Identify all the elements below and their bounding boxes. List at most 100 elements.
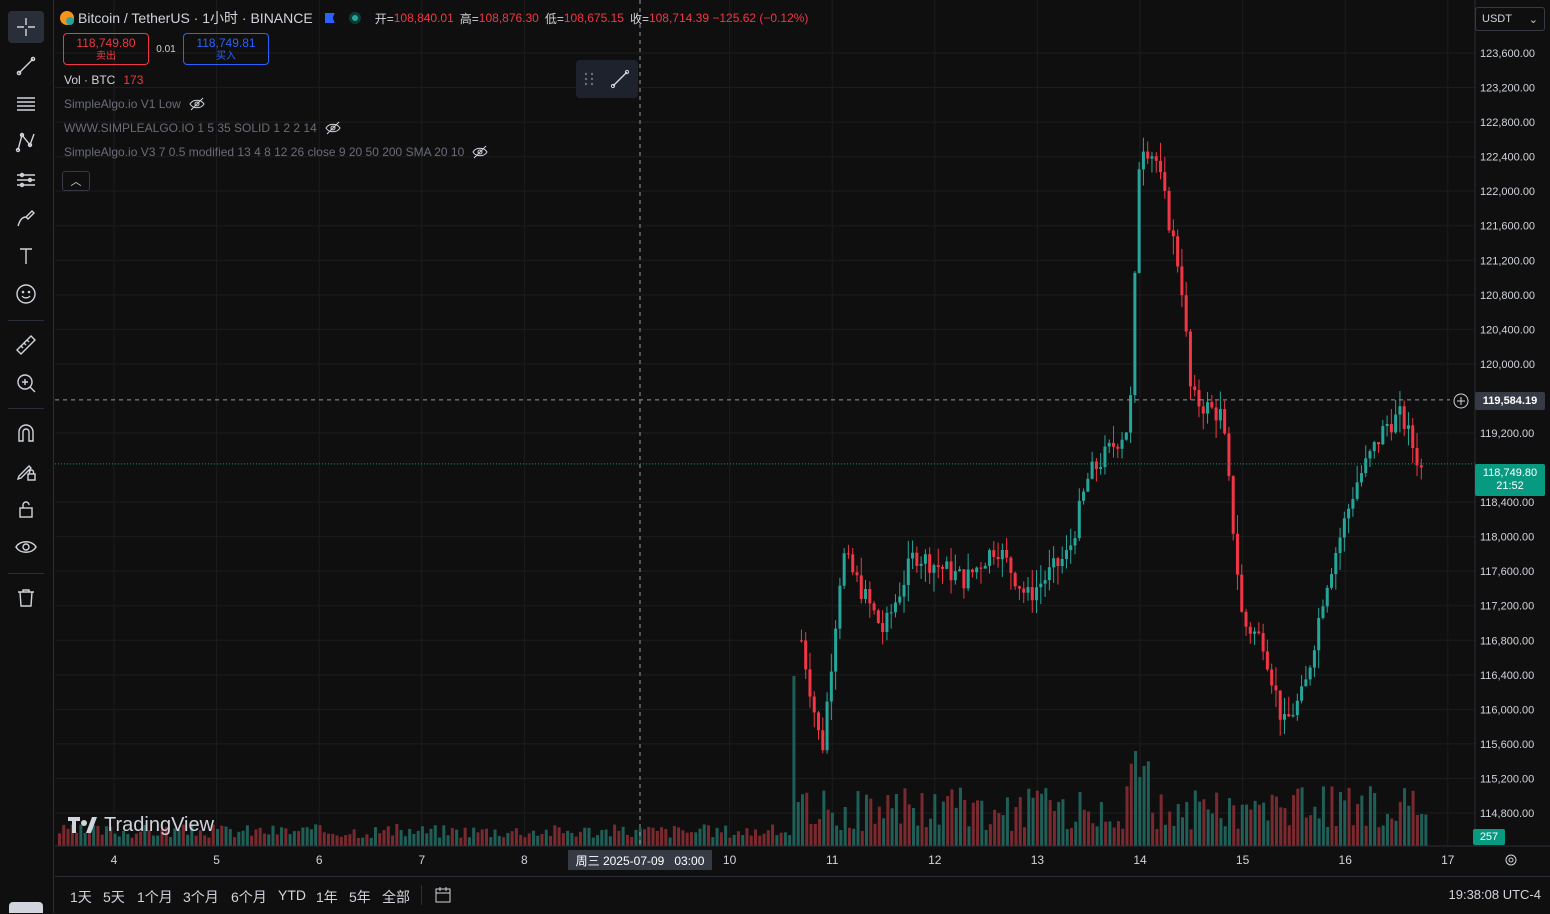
text-icon[interactable] [8, 240, 44, 272]
volume-bar [442, 825, 446, 846]
range-6m[interactable]: 6个月 [231, 889, 267, 905]
candle-body [1094, 461, 1098, 469]
zoom-in-icon[interactable] [8, 367, 44, 399]
range-all[interactable]: 全部 [382, 889, 410, 905]
candle-body [906, 558, 910, 585]
range-3m[interactable]: 3个月 [183, 889, 219, 905]
pattern-icon[interactable] [8, 126, 44, 158]
candle-body [1163, 172, 1167, 191]
time-tick-label: 4 [111, 853, 118, 867]
volume-bar [438, 837, 442, 846]
candle-body [1124, 432, 1128, 440]
chart-area[interactable]: 123,600.00 123,200.00 122,800.00 122,400.00… [55, 0, 1550, 913]
volume-bar [800, 794, 804, 846]
lock-icon[interactable] [8, 493, 44, 525]
range-1m[interactable]: 1个月 [137, 889, 173, 905]
volume-bar [903, 788, 907, 846]
volume-bar [412, 833, 416, 846]
volume-bar [724, 825, 728, 846]
volume-bar [1339, 791, 1342, 846]
volume-bar [117, 836, 121, 846]
volume-bar [668, 837, 672, 846]
range-5y[interactable]: 5年 [349, 889, 371, 905]
volume-bar [254, 829, 258, 846]
bitcoin-icon [60, 11, 74, 25]
collapse-legend-button[interactable]: ︿ [62, 171, 90, 191]
indicator-legend-1[interactable]: SimpleAlgo.io V1 Low [64, 95, 814, 113]
currency-select[interactable]: USDT ⌄ [1475, 7, 1545, 31]
fib-icon[interactable] [8, 88, 44, 120]
candle-body [1368, 451, 1372, 459]
volume-badge: 257 [1473, 829, 1505, 845]
buy-button[interactable]: 118,749.81 买入 [183, 33, 269, 65]
volume-bar [1052, 810, 1056, 846]
ruler-icon[interactable] [8, 329, 44, 361]
volume-bar [318, 825, 322, 846]
account-icon[interactable] [9, 902, 43, 913]
goto-date-icon[interactable] [433, 885, 453, 905]
candle-body [1300, 686, 1304, 701]
candle-body [975, 567, 979, 573]
volume-bar [937, 824, 941, 846]
symbol-title[interactable]: Bitcoin / TetherUS · 1小时 · BINANCE [78, 10, 313, 26]
floating-toolbar[interactable] [576, 60, 638, 98]
volume-legend[interactable]: Vol · BTC 173 [64, 71, 814, 89]
candle-body [846, 553, 850, 555]
tradingview-logo[interactable]: TradingView [68, 814, 214, 837]
indicator-legend-3[interactable]: SimpleAlgo.io V3 7 0.5 modified 13 4 8 1… [64, 143, 814, 161]
volume-bar [485, 828, 488, 846]
volume-bar [92, 825, 96, 846]
candle-body [1261, 633, 1265, 652]
candle-body [1295, 700, 1299, 716]
add-alert-icon[interactable] [1453, 393, 1469, 409]
flag-icon[interactable] [324, 13, 335, 23]
trend-line-icon[interactable] [608, 67, 632, 91]
trend-line-icon[interactable] [8, 50, 44, 82]
volume-bar [502, 837, 506, 846]
candle-body [851, 554, 855, 573]
range-ytd[interactable]: YTD [278, 887, 306, 903]
sell-button[interactable]: 118,749.80 卖出 [63, 33, 149, 65]
crosshair-icon[interactable] [8, 11, 44, 43]
settings-gear-icon[interactable] [1503, 852, 1519, 868]
volume-bar [207, 837, 211, 846]
candle-body [1022, 588, 1026, 593]
volume-bar [967, 826, 971, 846]
crosshair-price-label: 119,584.19 [1475, 392, 1545, 410]
volume-bar [211, 824, 215, 846]
prediction-icon[interactable] [8, 164, 44, 196]
hidden-eye-icon[interactable] [472, 144, 488, 160]
volume-bar [1381, 825, 1385, 846]
price-chart[interactable]: 123,600.00 123,200.00 122,800.00 122,400.00… [55, 0, 1550, 913]
volume-bar [1283, 808, 1287, 846]
candle-body [1188, 331, 1192, 387]
emoji-icon[interactable] [8, 278, 44, 310]
volume-bar [1403, 788, 1407, 846]
lock-drawing-icon[interactable] [8, 455, 44, 487]
trash-icon[interactable] [8, 582, 44, 614]
clock[interactable]: 19:38:08 UTC-4 [1448, 887, 1542, 902]
drag-handle-icon[interactable] [583, 71, 595, 87]
brush-icon[interactable] [8, 202, 44, 234]
hidden-eye-icon[interactable] [189, 96, 205, 112]
volume-bar [561, 833, 565, 846]
hidden-eye-icon[interactable] [325, 120, 341, 136]
volume-bar [1134, 751, 1138, 846]
sell-label: 卖出 [96, 51, 116, 62]
price-tick-label: 119,200.00 [1480, 428, 1534, 440]
indicator-legend-2[interactable]: WWW.SIMPLEALGO.IO 1 5 35 SOLID 1 2 2 14 [64, 119, 814, 137]
volume-bar [446, 835, 450, 846]
range-1d[interactable]: 1天 [70, 889, 92, 905]
eye-icon[interactable] [8, 531, 44, 563]
volume-bar [1091, 823, 1095, 846]
volume-bar [1257, 804, 1261, 846]
range-5d[interactable]: 5天 [103, 889, 125, 905]
range-1y[interactable]: 1年 [316, 889, 338, 905]
ohlc-close-key: 收= [629, 11, 649, 26]
volume-bar [62, 824, 66, 846]
candle-body [1017, 586, 1021, 589]
volume-bar [262, 833, 266, 846]
magnet-icon[interactable] [8, 417, 44, 449]
volume-bar [327, 833, 331, 846]
crosshair-time-label: 周三 2025-07-09 03:00 [568, 850, 712, 870]
